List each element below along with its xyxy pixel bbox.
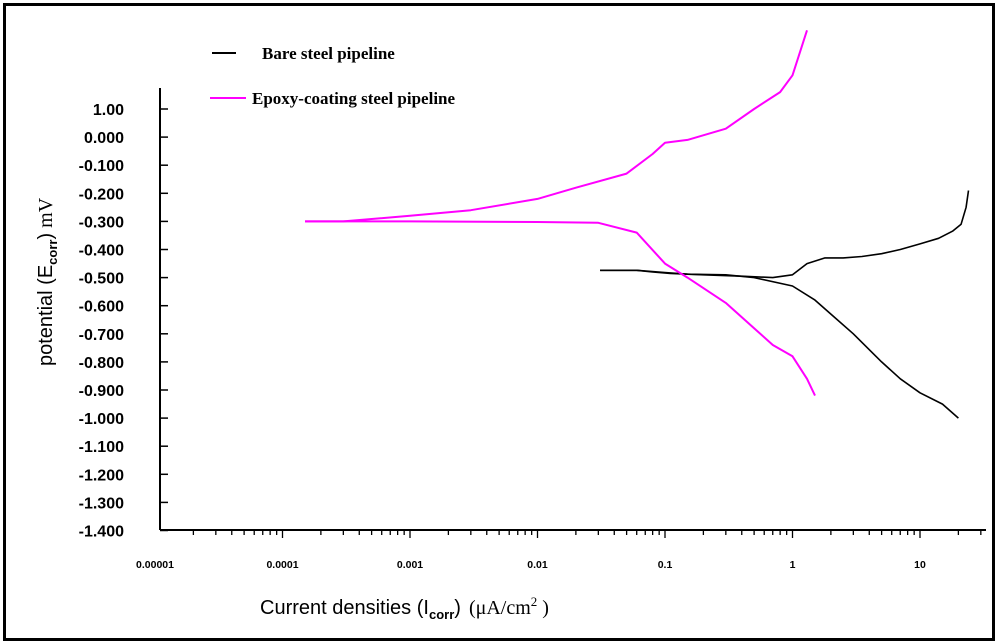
y-tick-label: -0.900 (79, 383, 124, 400)
y-axis-title-sub: corr (45, 240, 60, 265)
y-tick-label: -0.400 (79, 243, 124, 260)
epoxy-coating-branch-anodic (305, 29, 808, 223)
series-layer (305, 29, 970, 419)
x-axis-title-close: ) (454, 597, 461, 619)
y-tick-label: -0.300 (79, 214, 124, 231)
svg-text:potential (Ecorr) mV: potential (Ecorr) mV (35, 197, 60, 366)
x-tick-label: 0.0001 (266, 559, 298, 571)
chart-plot: 1.00 0.000 -0.100 -0.200 -0.300 -0.400 -0.500 -… (35, 29, 986, 622)
x-tick-label: 0.01 (527, 559, 548, 571)
y-tick-label: 1.00 (93, 102, 124, 119)
epoxy-coating-branch-cathodic (305, 220, 816, 397)
y-tick-label: -1.300 (79, 495, 124, 512)
y-axis-title-main: potential (E (35, 265, 57, 366)
bare-steel-branch-cathodic (600, 269, 959, 419)
legend-label-bare: Bare steel pipeline (262, 44, 395, 63)
x-axis-title-sub: corr (429, 607, 454, 622)
x-tick-label: 1 (790, 559, 796, 571)
y-tick-label: -0.200 (79, 186, 124, 203)
x-tick-label: 0.1 (658, 559, 673, 571)
y-axis-title-close: ) (35, 233, 57, 240)
x-axis-title-unit: (μA/cm (469, 597, 531, 619)
x-ticks: 0.00001 0.0001 0.001 0.01 0.1 1 10 (136, 530, 982, 571)
x-axis-title: Current densities (Icorr) (μA/cm2 ) (260, 594, 549, 622)
y-tick-label: -0.700 (79, 327, 124, 344)
y-tick-label: -1.100 (79, 439, 124, 456)
x-tick-label: 10 (914, 559, 926, 571)
legend-label-epoxy: Epoxy-coating steel pipeline (252, 89, 456, 108)
y-tick-label: -1.200 (79, 467, 124, 484)
x-axis-title-unit-close: ) (537, 597, 549, 619)
y-axis-title: potential (Ecorr) mV (35, 197, 60, 366)
x-tick-label: 0.001 (397, 559, 423, 571)
bare-steel-branch-anodic (600, 190, 970, 279)
y-tick-label: 0.000 (84, 130, 124, 147)
y-tick-label: -0.600 (79, 299, 124, 316)
chart-frame: 1.00 0.000 -0.100 -0.200 -0.300 -0.400 -0.500 -… (3, 3, 995, 641)
y-tick-label: -1.400 (79, 524, 124, 541)
y-tick-label: -1.000 (79, 411, 124, 428)
x-axis-title-main: Current densities (I (260, 597, 429, 619)
y-axis-title-unit: mV (35, 197, 57, 233)
y-tick-label: -0.500 (79, 271, 124, 288)
legend: Bare steel pipeline Epoxy-coating steel … (210, 44, 456, 108)
x-axis-title-sup: 2 (531, 594, 538, 609)
y-ticks: 1.00 0.000 -0.100 -0.200 -0.300 -0.400 -0.500 -… (79, 102, 168, 541)
y-tick-label: -0.800 (79, 355, 124, 372)
y-tick-label: -0.100 (79, 158, 124, 175)
x-tick-label: 0.00001 (136, 559, 174, 571)
